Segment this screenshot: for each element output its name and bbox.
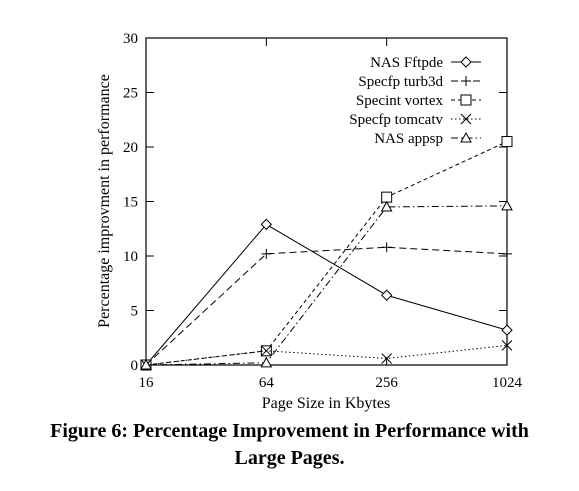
series-line-4 [145,205,508,366]
data-point-marker [260,218,273,231]
legend-marker [460,113,472,125]
data-point-marker [260,356,273,368]
data-point-marker [380,289,393,301]
data-point-marker [381,242,392,253]
data-point-marker [260,345,272,357]
series-lines [140,136,513,371]
x-tick-label: 256 [375,375,398,391]
y-tick-label: 15 [123,195,138,211]
data-point-marker [501,324,513,336]
y-tick-label: 25 [123,86,138,102]
plot-area-frame [145,37,508,366]
legend-marker [460,56,472,68]
y-axis-ticks: 0 5 10 15 20 25 30 [123,31,507,374]
data-point-marker [261,248,272,259]
data-point-marker [501,136,513,148]
y-tick-label: 5 [131,304,139,320]
legend-label: NAS Fftpde [370,55,443,71]
y-tick-label: 10 [123,249,138,265]
y-tick-label: 30 [123,31,138,47]
series-line-3 [145,344,508,366]
legend-marker [460,131,472,143]
data-point-marker [380,200,393,212]
x-tick-label: 16 [139,375,155,391]
x-tick-label: 1024 [492,375,523,391]
data-point-marker [381,353,393,364]
data-point-marker [501,199,513,211]
y-axis-label: Percentage improvment in performance [96,74,113,328]
series-line-2 [145,141,508,366]
legend-marker [460,94,472,106]
y-tick-label: 20 [123,140,138,156]
caption-line-2: Large Pages. [234,447,345,469]
data-point-marker [140,358,152,370]
legend-label: Specfp tomcatv [349,112,443,128]
x-tick-label: 64 [259,375,275,391]
legend-label: Specint vortex [356,93,444,109]
caption-line-1: Figure 6: Percentage Improvement in Perf… [50,420,529,442]
line-chart: 0 5 10 15 20 25 30 16 64 256 1024 NAS Fftpde Specf… [96,31,523,412]
data-point-marker [501,340,513,351]
legend-label: NAS appsp [374,131,443,147]
y-tick-label: 0 [131,358,139,374]
data-point-marker [502,248,512,259]
legend: NAS Fftpde Specfp turb3d Specint vortex Spe… [349,55,481,147]
legend-marker [461,76,471,86]
legend-label: Specfp turb3d [358,74,443,90]
series-line-1 [145,246,508,366]
data-point-marker [381,191,393,203]
x-axis-label: Page Size in Kbytes [262,395,390,412]
figure-caption: Figure 6: Percentage Improvement in Perf… [0,418,579,472]
series-line-0 [145,223,508,366]
x-axis-ticks: 16 64 256 1024 [139,38,523,391]
